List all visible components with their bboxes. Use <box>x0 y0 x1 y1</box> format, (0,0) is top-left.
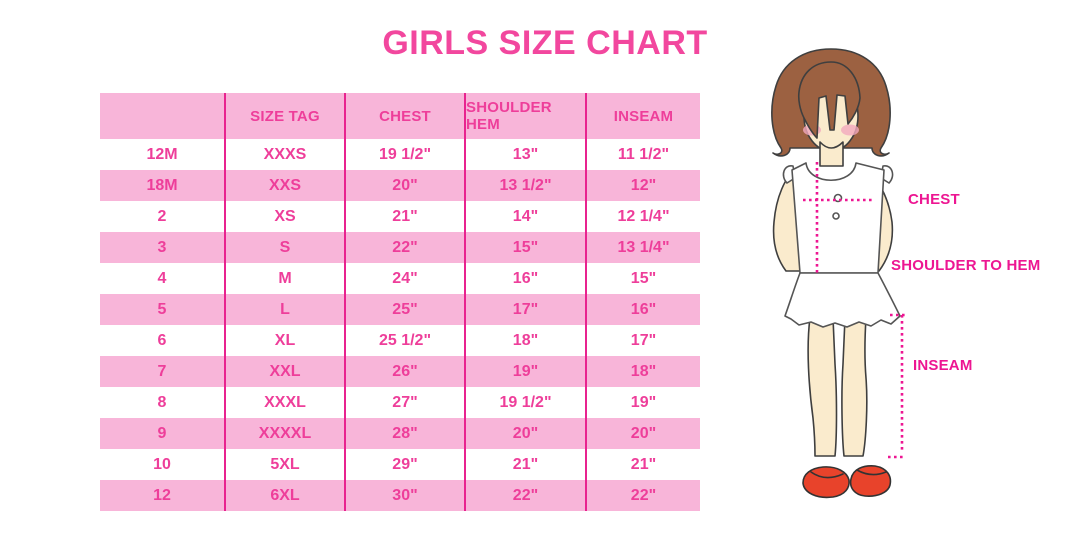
cell-size-tag: XXXXL <box>224 418 344 449</box>
cell-shoulder-hem: 17" <box>464 294 585 325</box>
cell-chest: 28" <box>344 418 464 449</box>
cell-chest: 21" <box>344 201 464 232</box>
table-row-4: 4 M 24" 16" 15" <box>100 263 700 294</box>
cell-inseam: 20" <box>585 418 700 449</box>
peplum-skirt <box>784 272 901 328</box>
cell-size-tag: XXXL <box>224 387 344 418</box>
cell-size-tag: XXL <box>224 356 344 387</box>
table-row-2: 2 XS 21" 14" 12 1/4" <box>100 201 700 232</box>
cell-inseam: 22" <box>585 480 700 511</box>
cell-size: 12M <box>146 145 178 163</box>
cell-inseam: 12" <box>585 170 700 201</box>
cell-inseam: 13 1/4" <box>585 232 700 263</box>
cell-chest: 19 1/2" <box>344 139 464 170</box>
cell-shoulder-hem: 22" <box>464 480 585 511</box>
cell-inseam: 17" <box>585 325 700 356</box>
table-row-3: 3 S 22" 15" 13 1/4" <box>100 232 700 263</box>
cell-shoulder-hem: 20" <box>464 418 585 449</box>
cell-chest: 22" <box>344 232 464 263</box>
cell-chest: 27" <box>344 387 464 418</box>
cell-shoulder-hem: 19" <box>464 356 585 387</box>
table-row-8: 8 XXXL 27" 19 1/2" 19" <box>100 387 700 418</box>
cell-size: 3 <box>157 238 167 256</box>
column-header-inseam: INSEAM <box>585 93 700 139</box>
shoulder-to-hem-label: SHOULDER TO HEM <box>891 257 1041 274</box>
table-row-5: 5 L 25" 17" 16" <box>100 294 700 325</box>
column-header-size <box>100 93 224 139</box>
cell-size: 8 <box>157 393 167 411</box>
table-row-18m: 18M XXS 20" 13 1/2" 12" <box>100 170 700 201</box>
column-header-shoulder-hem: SHOULDER HEM <box>464 93 585 139</box>
cell-size-tag: 5XL <box>224 449 344 480</box>
cell-size-tag: L <box>224 294 344 325</box>
cell-shoulder-hem: 13" <box>464 139 585 170</box>
cell-size-tag: S <box>224 232 344 263</box>
cell-shoulder-hem: 16" <box>464 263 585 294</box>
cell-inseam: 15" <box>585 263 700 294</box>
cell-chest: 25" <box>344 294 464 325</box>
girl-illustration <box>771 48 906 499</box>
cell-size: 10 <box>153 455 171 473</box>
cell-size-tag: M <box>224 263 344 294</box>
measurement-lines <box>803 162 906 459</box>
cell-size-tag: XXS <box>224 170 344 201</box>
table-row-12m: 12M XXXS 19 1/2" 13" 11 1/2" <box>100 139 700 170</box>
cell-size: 5 <box>157 300 167 318</box>
cell-size-tag: XXXS <box>224 139 344 170</box>
cell-size: 4 <box>157 269 167 287</box>
girls-size-table: SIZE TAG CHEST SHOULDER HEM INSEAM 12M X… <box>100 93 700 511</box>
table-row-9: 9 XXXXL 28" 20" 20" <box>100 418 700 449</box>
cell-shoulder-hem: 13 1/2" <box>464 170 585 201</box>
cell-shoulder-hem: 14" <box>464 201 585 232</box>
cell-inseam: 11 1/2" <box>585 139 700 170</box>
inseam-label: INSEAM <box>913 357 973 374</box>
cell-size-tag: 6XL <box>224 480 344 511</box>
table-header-row: SIZE TAG CHEST SHOULDER HEM INSEAM <box>100 93 700 139</box>
table-row-6: 6 XL 25 1/2" 18" 17" <box>100 325 700 356</box>
cell-chest: 20" <box>344 170 464 201</box>
girl-measurement-figure: CHEST SHOULDER TO HEM INSEAM <box>753 36 1090 521</box>
table-row-12: 12 6XL 30" 22" 22" <box>100 480 700 511</box>
page-title: GIRLS SIZE CHART <box>382 24 708 62</box>
column-header-chest: CHEST <box>344 93 464 139</box>
cell-shoulder-hem: 19 1/2" <box>464 387 585 418</box>
bangs <box>797 61 861 139</box>
cell-size-tag: XL <box>224 325 344 356</box>
cell-shoulder-hem: 21" <box>464 449 585 480</box>
cell-size: 6 <box>157 331 167 349</box>
button-bottom <box>832 212 840 220</box>
neck <box>819 141 844 167</box>
cell-size: 2 <box>157 207 167 225</box>
cell-chest: 29" <box>344 449 464 480</box>
table-row-7: 7 XXL 26" 19" 18" <box>100 356 700 387</box>
dress <box>782 162 901 328</box>
cell-shoulder-hem: 15" <box>464 232 585 263</box>
cell-size: 7 <box>157 362 167 380</box>
legs <box>807 317 868 457</box>
cell-inseam: 12 1/4" <box>585 201 700 232</box>
cell-chest: 30" <box>344 480 464 511</box>
cell-inseam: 16" <box>585 294 700 325</box>
cell-inseam: 21" <box>585 449 700 480</box>
cell-size: 9 <box>157 424 167 442</box>
cell-size: 12 <box>153 486 171 504</box>
column-header-size-tag: SIZE TAG <box>224 93 344 139</box>
cell-inseam: 18" <box>585 356 700 387</box>
cell-chest: 26" <box>344 356 464 387</box>
table-row-10: 10 5XL 29" 21" 21" <box>100 449 700 480</box>
cell-size: 18M <box>146 176 178 194</box>
cell-chest: 25 1/2" <box>344 325 464 356</box>
cell-shoulder-hem: 18" <box>464 325 585 356</box>
cell-chest: 24" <box>344 263 464 294</box>
cell-size-tag: XS <box>224 201 344 232</box>
shoes <box>802 465 892 499</box>
chest-label: CHEST <box>908 191 960 208</box>
cell-inseam: 19" <box>585 387 700 418</box>
